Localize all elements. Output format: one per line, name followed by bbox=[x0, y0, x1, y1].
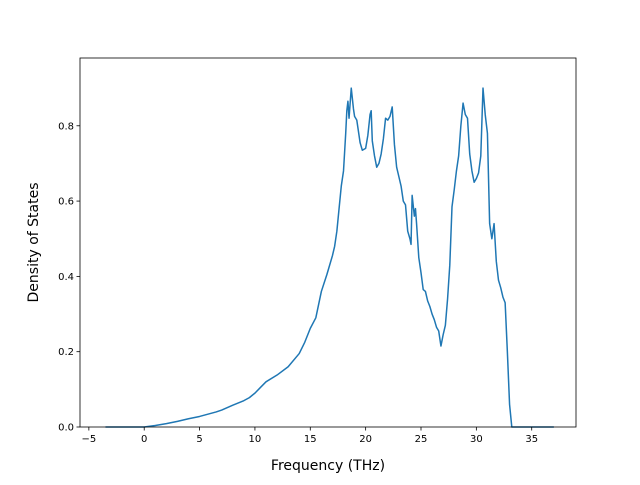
dos-series-line-0 bbox=[105, 87, 554, 428]
y-axis-ticks: 0.0 0.2 0.4 0.6 0.8 bbox=[58, 121, 80, 434]
x-axis-ticks: −5 0 5 10 15 20 25 30 35 bbox=[81, 427, 538, 445]
x-tick-label: −5 bbox=[81, 434, 96, 445]
x-axis-label: Frequency (THz) bbox=[271, 458, 385, 474]
x-tick-label: 5 bbox=[196, 434, 202, 445]
y-tick-label: 0.8 bbox=[58, 121, 74, 132]
x-tick-label: 10 bbox=[249, 434, 262, 445]
y-tick-label: 0.0 bbox=[58, 423, 74, 434]
y-tick-label: 0.6 bbox=[58, 197, 74, 208]
x-tick-label: 35 bbox=[525, 434, 538, 445]
y-axis-label: Density of States bbox=[26, 183, 42, 303]
x-tick-label: 15 bbox=[304, 434, 317, 445]
y-tick-label: 0.4 bbox=[58, 272, 74, 283]
axes-frame bbox=[79, 57, 577, 428]
x-tick-label: 20 bbox=[359, 434, 372, 445]
plot-area bbox=[105, 87, 554, 428]
y-tick-label: 0.2 bbox=[58, 347, 74, 358]
x-tick-label: 0 bbox=[141, 434, 147, 445]
x-tick-label: 25 bbox=[415, 434, 428, 445]
x-tick-label: 30 bbox=[470, 434, 483, 445]
